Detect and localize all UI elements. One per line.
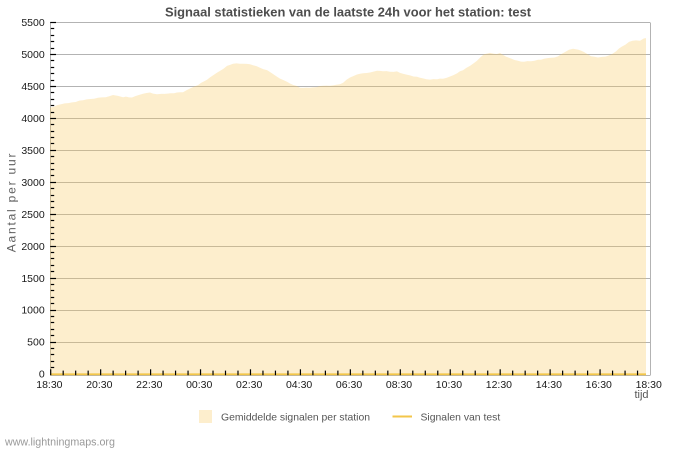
svg-text:12:30: 12:30 bbox=[486, 379, 512, 391]
svg-text:500: 500 bbox=[27, 337, 45, 349]
svg-text:10:30: 10:30 bbox=[436, 379, 462, 391]
svg-text:www.lightningmaps.org: www.lightningmaps.org bbox=[4, 437, 115, 449]
svg-text:Signaal statistieken van de la: Signaal statistieken van de laatste 24h … bbox=[165, 5, 532, 20]
svg-text:4500: 4500 bbox=[21, 81, 45, 93]
svg-text:2000: 2000 bbox=[21, 241, 45, 253]
svg-text:14:30: 14:30 bbox=[536, 379, 562, 391]
svg-text:02:30: 02:30 bbox=[236, 379, 262, 391]
svg-text:0: 0 bbox=[39, 369, 45, 381]
svg-text:06:30: 06:30 bbox=[336, 379, 362, 391]
svg-text:3500: 3500 bbox=[21, 145, 45, 157]
svg-text:5500: 5500 bbox=[21, 17, 45, 29]
svg-text:00:30: 00:30 bbox=[186, 379, 212, 391]
svg-text:04:30: 04:30 bbox=[286, 379, 312, 391]
svg-text:1000: 1000 bbox=[21, 305, 45, 317]
svg-text:2500: 2500 bbox=[21, 209, 45, 221]
svg-text:tijd: tijd bbox=[634, 389, 648, 401]
svg-text:18:30: 18:30 bbox=[36, 379, 62, 391]
svg-text:18:30: 18:30 bbox=[636, 379, 662, 391]
svg-text:Aantal per uur: Aantal per uur bbox=[5, 152, 19, 253]
svg-text:16:30: 16:30 bbox=[586, 379, 612, 391]
svg-text:Signalen van test: Signalen van test bbox=[421, 413, 501, 424]
svg-text:5000: 5000 bbox=[21, 49, 45, 61]
svg-text:1500: 1500 bbox=[21, 273, 45, 285]
svg-text:22:30: 22:30 bbox=[136, 379, 162, 391]
svg-text:4000: 4000 bbox=[21, 113, 45, 125]
svg-text:08:30: 08:30 bbox=[386, 379, 412, 391]
svg-text:Gemiddelde signalen per statio: Gemiddelde signalen per station bbox=[221, 413, 370, 424]
svg-text:3000: 3000 bbox=[21, 177, 45, 189]
svg-text:20:30: 20:30 bbox=[86, 379, 112, 391]
